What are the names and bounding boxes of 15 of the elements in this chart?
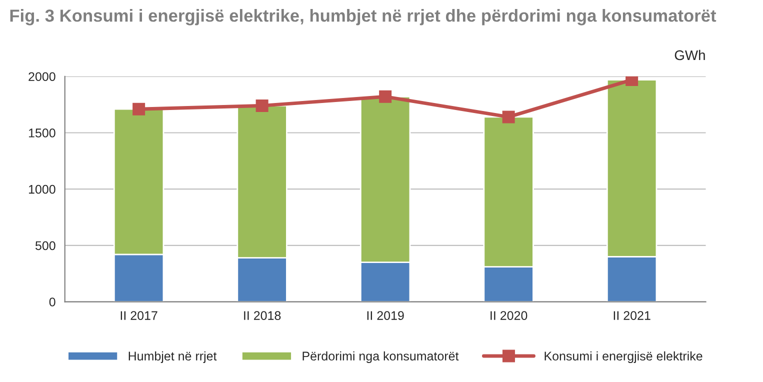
text: GWh [674, 50, 705, 60]
x-tick-label: II 2017 [120, 311, 158, 320]
y-tick-label: 0 [49, 298, 56, 306]
legend-label: Përdorimi nga konsumatorët [302, 351, 459, 363]
x-tick-label: II 2021 [614, 311, 650, 320]
legend-label: Humbjet në rrjet [128, 351, 217, 363]
legend-label: Konsumi i energjisë elektrike [544, 351, 702, 363]
x-tick-label: II 2020 [490, 311, 528, 320]
x-tick-label: II 2018 [244, 311, 281, 320]
y-tick-label: 1500 [28, 128, 56, 138]
x-tick-label: II 2019 [367, 311, 404, 320]
y-tick-label: 500 [35, 241, 56, 250]
y-tick-label: 2000 [28, 72, 56, 82]
chart-title: Fig. 3 Konsumi i energjisë elektrike, humbjet në rrjet dhe përdorimi nga konsumatorët [10, 9, 716, 26]
y-tick-label: 1000 [28, 184, 56, 194]
